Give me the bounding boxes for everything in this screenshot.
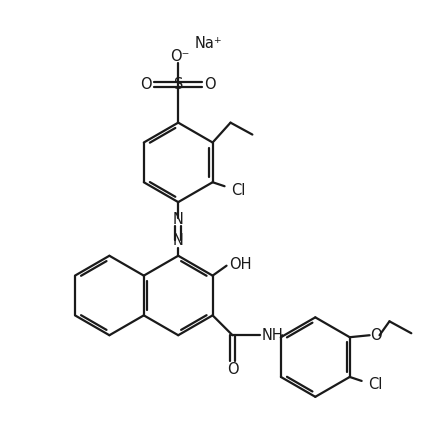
Text: O: O [141, 78, 152, 92]
Text: O: O [227, 361, 238, 377]
Text: N: N [173, 233, 184, 248]
Text: S: S [173, 78, 183, 92]
Text: N: N [173, 212, 184, 226]
Text: NH: NH [261, 328, 283, 343]
Text: Cl: Cl [368, 378, 383, 392]
Text: Cl: Cl [231, 183, 246, 198]
Text: O: O [370, 328, 381, 343]
Text: Na⁺: Na⁺ [194, 35, 222, 51]
Text: O⁻: O⁻ [170, 49, 190, 64]
Text: OH: OH [229, 257, 252, 272]
Text: O: O [204, 78, 216, 92]
